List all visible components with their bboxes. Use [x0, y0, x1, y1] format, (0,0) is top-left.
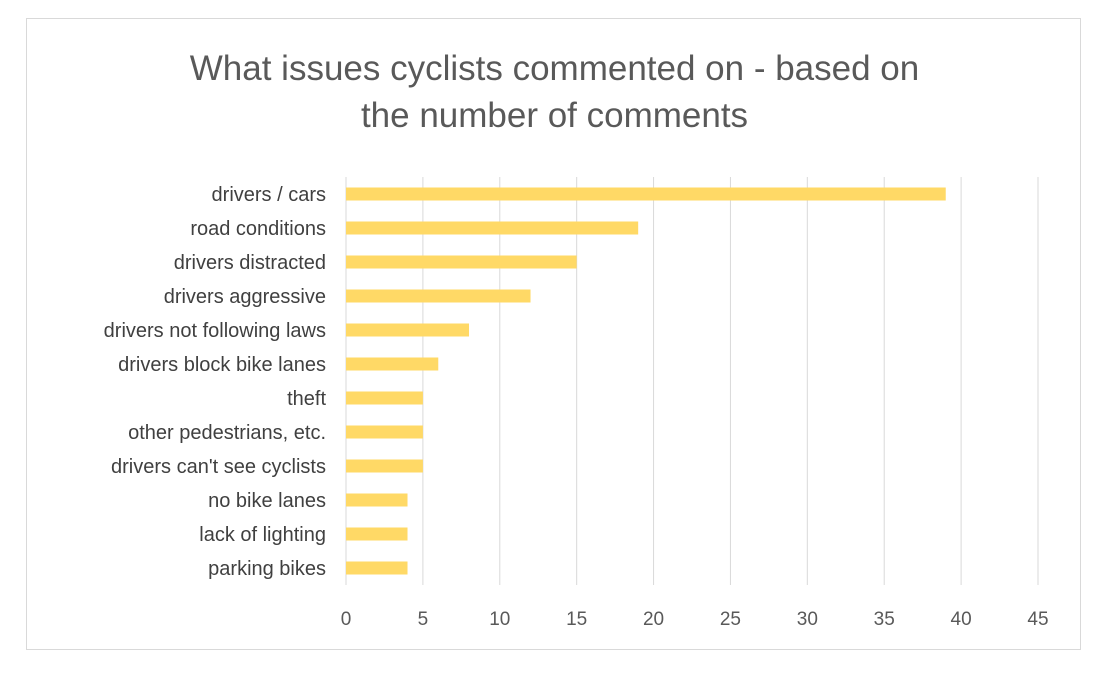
x-tick-label: 30: [797, 609, 818, 630]
x-tick-labels: 0 5 10 15 20 25 30 35 40 45: [341, 609, 1049, 630]
bar-1: [346, 221, 639, 235]
bar-5: [346, 357, 439, 371]
bar-2: [346, 255, 577, 269]
category-label: drivers can't see cyclists: [111, 456, 326, 478]
category-label: drivers aggressive: [164, 286, 326, 308]
bar-7: [346, 425, 423, 439]
x-tick-label: 40: [951, 609, 972, 630]
bar-3: [346, 289, 531, 303]
x-tick-label: 15: [566, 609, 587, 630]
x-tick-label: 35: [874, 609, 895, 630]
category-label: drivers block bike lanes: [118, 354, 326, 376]
chart-title-line-2: the number of comments: [360, 96, 749, 135]
category-label: theft: [287, 388, 326, 410]
category-label: parking bikes: [208, 558, 326, 580]
x-tick-label: 5: [418, 609, 429, 630]
chart-title-line-1: What issues cyclists commented on - base…: [189, 49, 920, 88]
bar-11: [346, 561, 408, 575]
x-tick-label: 0: [341, 609, 352, 630]
grid-lines: [345, 177, 1039, 585]
category-label: drivers not following laws: [104, 320, 326, 342]
x-tick-label: 45: [1027, 609, 1048, 630]
category-label: other pedestrians, etc.: [128, 422, 326, 444]
chart-title: What issues cyclists commented on - base…: [27, 45, 1082, 139]
category-label: drivers distracted: [174, 252, 326, 274]
bar-0: [346, 187, 946, 201]
bar-4: [346, 323, 470, 337]
bar-plot: drivers / cars road conditions drivers dis…: [104, 177, 1049, 630]
bar-8: [346, 459, 423, 473]
bars: [346, 187, 946, 575]
chart-frame: What issues cyclists commented on - base…: [26, 18, 1081, 650]
category-label: no bike lanes: [208, 490, 326, 512]
bar-10: [346, 527, 408, 541]
bar-6: [346, 391, 423, 405]
category-label: lack of lighting: [199, 524, 326, 546]
category-label: drivers / cars: [212, 184, 326, 206]
x-tick-label: 10: [489, 609, 510, 630]
category-labels: drivers / cars road conditions drivers dis…: [104, 184, 327, 580]
x-tick-label: 20: [643, 609, 664, 630]
category-label: road conditions: [190, 218, 326, 240]
x-tick-label: 25: [720, 609, 741, 630]
bar-9: [346, 493, 408, 507]
